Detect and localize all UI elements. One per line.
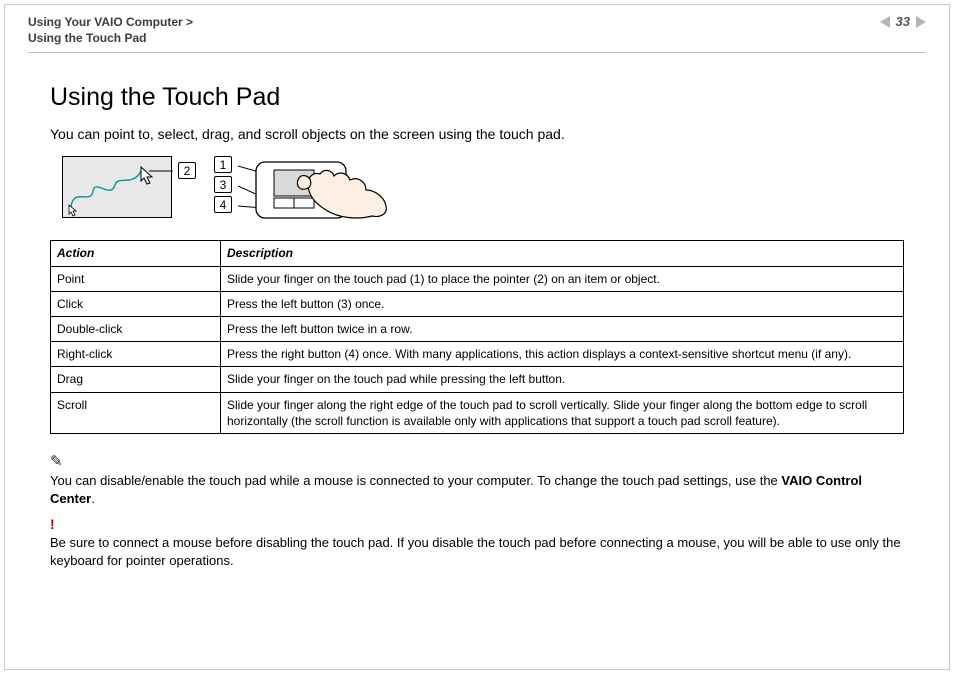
cell-action: Click: [51, 291, 221, 316]
table-row: Point Slide your finger on the touch pad…: [51, 266, 904, 291]
touchpad-icon: [238, 156, 398, 226]
note-text-post: .: [91, 491, 95, 506]
screen-rect: [62, 156, 172, 218]
breadcrumb: Using Your VAIO Computer > Using the Tou…: [28, 14, 193, 46]
cell-desc: Press the left button (3) once.: [221, 291, 904, 316]
table-row: Double-click Press the left button twice…: [51, 316, 904, 341]
page-header: Using Your VAIO Computer > Using the Tou…: [28, 0, 926, 46]
callout-4: 4: [214, 196, 232, 213]
page-title: Using the Touch Pad: [50, 83, 904, 112]
figures: 2 1 3 4: [50, 156, 904, 226]
prev-page-icon[interactable]: [880, 16, 890, 28]
table-row: Click Press the left button (3) once.: [51, 291, 904, 316]
col-description: Description: [221, 241, 904, 266]
page-number: 33: [896, 14, 910, 29]
touchpad-label-stack: 1 3 4: [214, 156, 232, 213]
cell-action: Drag: [51, 367, 221, 392]
cell-action: Right-click: [51, 342, 221, 367]
cell-desc: Press the right button (4) once. With ma…: [221, 342, 904, 367]
table-row: Scroll Slide your finger along the right…: [51, 392, 904, 433]
callout-1: 1: [214, 156, 232, 173]
note-warning: ! Be sure to connect a mouse before disa…: [50, 515, 904, 569]
cell-desc: Slide your finger on the touch pad while…: [221, 367, 904, 392]
warning-icon: !: [50, 516, 55, 532]
table-header-row: Action Description: [51, 241, 904, 266]
screen-figure: 2: [62, 156, 196, 218]
cell-action: Scroll: [51, 392, 221, 433]
callout-3: 3: [214, 176, 232, 193]
note-tip: ✎ You can disable/enable the touch pad w…: [50, 452, 904, 507]
breadcrumb-line1: Using Your VAIO Computer >: [28, 14, 193, 30]
pointer-path-icon: [63, 157, 173, 219]
cell-desc: Slide your finger on the touch pad (1) t…: [221, 266, 904, 291]
cell-action: Double-click: [51, 316, 221, 341]
touchpad-figure: 1 3 4: [214, 156, 398, 226]
cell-desc: Slide your finger along the right edge o…: [221, 392, 904, 433]
page: Using Your VAIO Computer > Using the Tou…: [0, 0, 954, 674]
actions-table: Action Description Point Slide your fing…: [50, 240, 904, 434]
table-row: Drag Slide your finger on the touch pad …: [51, 367, 904, 392]
cell-action: Point: [51, 266, 221, 291]
next-page-icon[interactable]: [916, 16, 926, 28]
note-text-pre: You can disable/enable the touch pad whi…: [50, 473, 781, 488]
table-row: Right-click Press the right button (4) o…: [51, 342, 904, 367]
intro-text: You can point to, select, drag, and scro…: [50, 126, 904, 142]
col-action: Action: [51, 241, 221, 266]
callout-2: 2: [178, 162, 196, 179]
cell-desc: Press the left button twice in a row.: [221, 316, 904, 341]
page-pager: 33: [880, 14, 926, 29]
pencil-icon: ✎: [50, 453, 63, 470]
breadcrumb-line2: Using the Touch Pad: [28, 30, 193, 46]
content: Using the Touch Pad You can point to, se…: [28, 53, 926, 569]
warning-text: Be sure to connect a mouse before disabl…: [50, 535, 901, 568]
